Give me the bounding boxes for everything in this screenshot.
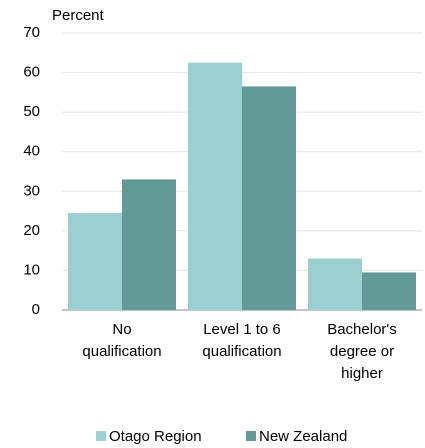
y-tick-label: 60: [23, 64, 40, 81]
legend-label: New Zealand: [259, 428, 347, 445]
y-tick-label: 70: [23, 24, 40, 41]
y-tick-label: 0: [32, 301, 40, 318]
x-tick-label: Bachelor's: [327, 321, 397, 338]
x-tick-label: higher: [341, 365, 383, 382]
legend-swatch: [246, 431, 256, 441]
x-tick-label: No: [112, 321, 131, 338]
x-tick-label: degree or: [330, 343, 394, 360]
bar: [188, 62, 242, 310]
bar: [308, 258, 362, 310]
y-axis-label: Percent: [52, 7, 105, 24]
bar: [122, 179, 176, 310]
x-tick-label: qualification: [82, 343, 161, 360]
bar: [68, 213, 122, 310]
y-tick-label: 20: [23, 222, 40, 239]
y-tick-label: 10: [23, 261, 40, 278]
y-tick-label: 40: [23, 143, 40, 160]
legend-label: Otago Region: [109, 428, 202, 445]
x-tick-label: qualification: [202, 343, 281, 360]
y-tick-label: 50: [23, 103, 40, 120]
y-tick-label: 30: [23, 182, 40, 199]
bar: [362, 272, 416, 310]
bar: [242, 86, 296, 311]
x-tick-label: Level 1 to 6: [203, 321, 281, 338]
legend-swatch: [96, 431, 106, 441]
